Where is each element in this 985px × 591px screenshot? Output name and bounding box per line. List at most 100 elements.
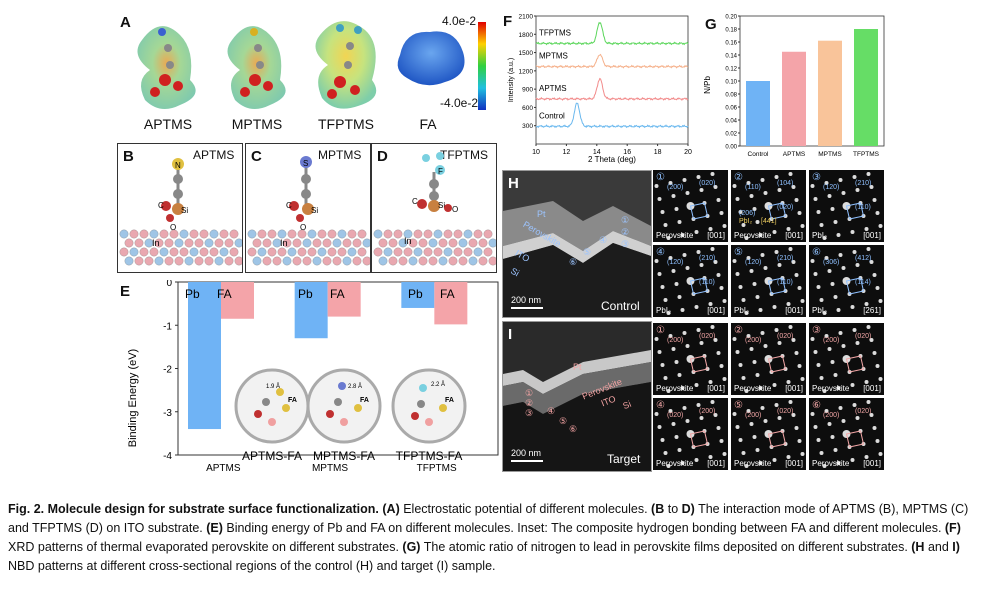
nbd-extra-phase: PbI₂ [739, 218, 753, 225]
nbd-pattern: ① (200) (020) Perovskite [001] [653, 323, 728, 395]
nbd-spot-index: (200) [823, 412, 840, 419]
f-xtick: 18 [654, 149, 662, 156]
colorbar [478, 22, 486, 110]
g-ytick: 0.08 [725, 93, 737, 99]
nbd-spot-index: (020) [667, 412, 684, 419]
panel-d: D TFPTMS F C Si O In [371, 143, 497, 273]
panel-label-g: G [705, 16, 717, 33]
inset-label-mptms-fa: MPTMS-FA [313, 449, 375, 463]
svg-text:In: In [404, 236, 412, 246]
svg-text:1.9 Å: 1.9 Å [266, 383, 280, 390]
i-point-6: ⑥ [569, 424, 578, 434]
nbd-pattern: ② (110) (104) (020) (206) PbI₂ [441] Perovskite… [731, 170, 806, 242]
panel-label-h: H [508, 175, 519, 192]
e-category: TFPTMS [417, 463, 457, 474]
nbd-zone-axis: [001] [863, 384, 881, 393]
nbd-spot-index: (020) [777, 333, 794, 340]
n-pb-ratio-chart: 0.00 0.02 0.04 0.06 0.08 0.10 0.12 0.14 0.16 0.18… [703, 15, 885, 158]
nbd-spot-index: (210) [855, 180, 872, 187]
nbd-spot-index: (200) [823, 337, 840, 344]
e-category: MPTMS [312, 463, 348, 474]
caption-ref: (A) [382, 502, 400, 516]
svg-text:In: In [152, 238, 160, 248]
f-xtick: 16 [623, 149, 631, 156]
svg-text:O: O [170, 223, 176, 232]
binding-energy-chart: 0 -1 -2 -3 -4 APTMS MPTMS TFPTMS Binding Energ… [127, 280, 499, 474]
nbd-point-number: ② [734, 172, 743, 183]
molecule-label-mptms: MPTMS [231, 116, 283, 132]
nbd-point-number: ⑥ [812, 247, 821, 258]
nbd-spot-index: (120) [823, 184, 840, 191]
svg-text:In: In [280, 238, 288, 248]
h-sample-label: Control [601, 299, 640, 313]
caption-text: Binding energy of Pb and FA on different… [222, 521, 945, 535]
nbd-phase-label: PbI₂ [812, 231, 828, 240]
f-series-label: Control [539, 111, 565, 120]
caption-ref: (G) [402, 540, 421, 554]
f-xlabel: 2 Theta (deg) [588, 155, 636, 164]
e-category: APTMS [206, 463, 241, 474]
e-ylabel: Binding Energy (eV) [127, 349, 139, 447]
legend-pb-aptms: Pb [185, 287, 200, 301]
caption-ref: (E) [206, 521, 223, 535]
panel-label-a: A [120, 14, 131, 31]
molecule-label-aptms: APTMS [143, 116, 193, 132]
esp-fa [397, 31, 465, 86]
nbd-point-number: ④ [656, 400, 665, 411]
e-insets: 1.9 Å FA 2.8 Å FA 2.2 Å FA APTMS-FA MPTM… [234, 368, 467, 463]
svg-text:O: O [300, 223, 306, 232]
h-layer-pt: Pt [537, 209, 546, 219]
nbd-pattern: ③ (200) (020) Perovskite [001] [809, 323, 884, 395]
nbd-zone-axis: [001] [707, 459, 725, 468]
legend-pb-mptms: Pb [298, 287, 313, 301]
panel-i-micrograph: I Pt Perovskite ITO Si ① ② ③ ④ ⑤ ⑥ 200 n… [502, 321, 652, 472]
h-point-1: ① [621, 215, 630, 225]
i-point-3: ③ [525, 408, 534, 418]
svg-text:FA: FA [288, 397, 297, 404]
svg-text:2.2 Å: 2.2 Å [431, 381, 445, 388]
f-ytick: 1800 [519, 32, 534, 39]
caption-text: Electrostatic potential of different mol… [399, 502, 652, 516]
panel-label-e: E [120, 283, 131, 300]
nbd-phase-label: Perovskite [812, 384, 850, 393]
caption-text: to [664, 502, 682, 516]
nbd-zone-axis: [001] [863, 459, 881, 468]
nbd-zone-axis: [001] [785, 459, 803, 468]
nbd-spot-index: (020) [699, 333, 716, 340]
caption-title: Fig. 2. Molecule design for substrate su… [8, 502, 379, 516]
panel-label-i: I [508, 326, 513, 343]
i-layer-pt: Pt [573, 362, 582, 372]
nbd-point-number: ① [656, 325, 665, 336]
colorbar-max: 4.0e-2 [442, 14, 477, 28]
nbd-spot-index: (110) [745, 184, 761, 191]
nbd-spot-index: (110) [777, 279, 793, 286]
f-xtick: 14 [593, 149, 601, 156]
panel-b-title: APTMS [193, 148, 235, 162]
f-series-control [535, 102, 689, 129]
nbd-spot-index: (200) [699, 408, 716, 415]
caption-ref: (B [651, 502, 665, 516]
nbd-phase-label: Perovskite [656, 459, 694, 468]
svg-text:C: C [412, 197, 418, 206]
f-series-label: MPTMS [539, 52, 568, 61]
f-ytick: 900 [522, 87, 533, 94]
e-bar-fa-aptms [221, 282, 254, 319]
nbd-spot-index: (114) [855, 279, 871, 286]
molecule-label-fa: FA [419, 116, 437, 132]
nbd-point-number: ③ [812, 325, 821, 336]
f-ytick: 1500 [519, 50, 534, 57]
nbd-zone-axis: [001] [785, 231, 803, 240]
g-ytick: 0.14 [725, 54, 737, 60]
xrd-chart: 10 12 14 16 18 20 300 600 900 1200 1500 1800 2100 TF… [508, 14, 692, 165]
g-bar-mptms [818, 40, 842, 147]
svg-text:O: O [452, 205, 458, 214]
e-legend: Pb FA Pb FA Pb FA [185, 287, 455, 301]
nbd-spot-index: (120) [745, 259, 762, 266]
g-bar-aptms [782, 51, 806, 146]
h-point-3: ③ [621, 239, 630, 249]
nbd-zone-axis: [001] [785, 306, 803, 315]
nbd-pattern: ① (200) (020) Perovskite [001] [653, 170, 728, 242]
nbd-spot-index: (120) [667, 259, 684, 266]
g-ytick: 0.16 [725, 41, 737, 47]
inset-label-tfptms-fa: TFPTMS-FA [396, 449, 463, 463]
